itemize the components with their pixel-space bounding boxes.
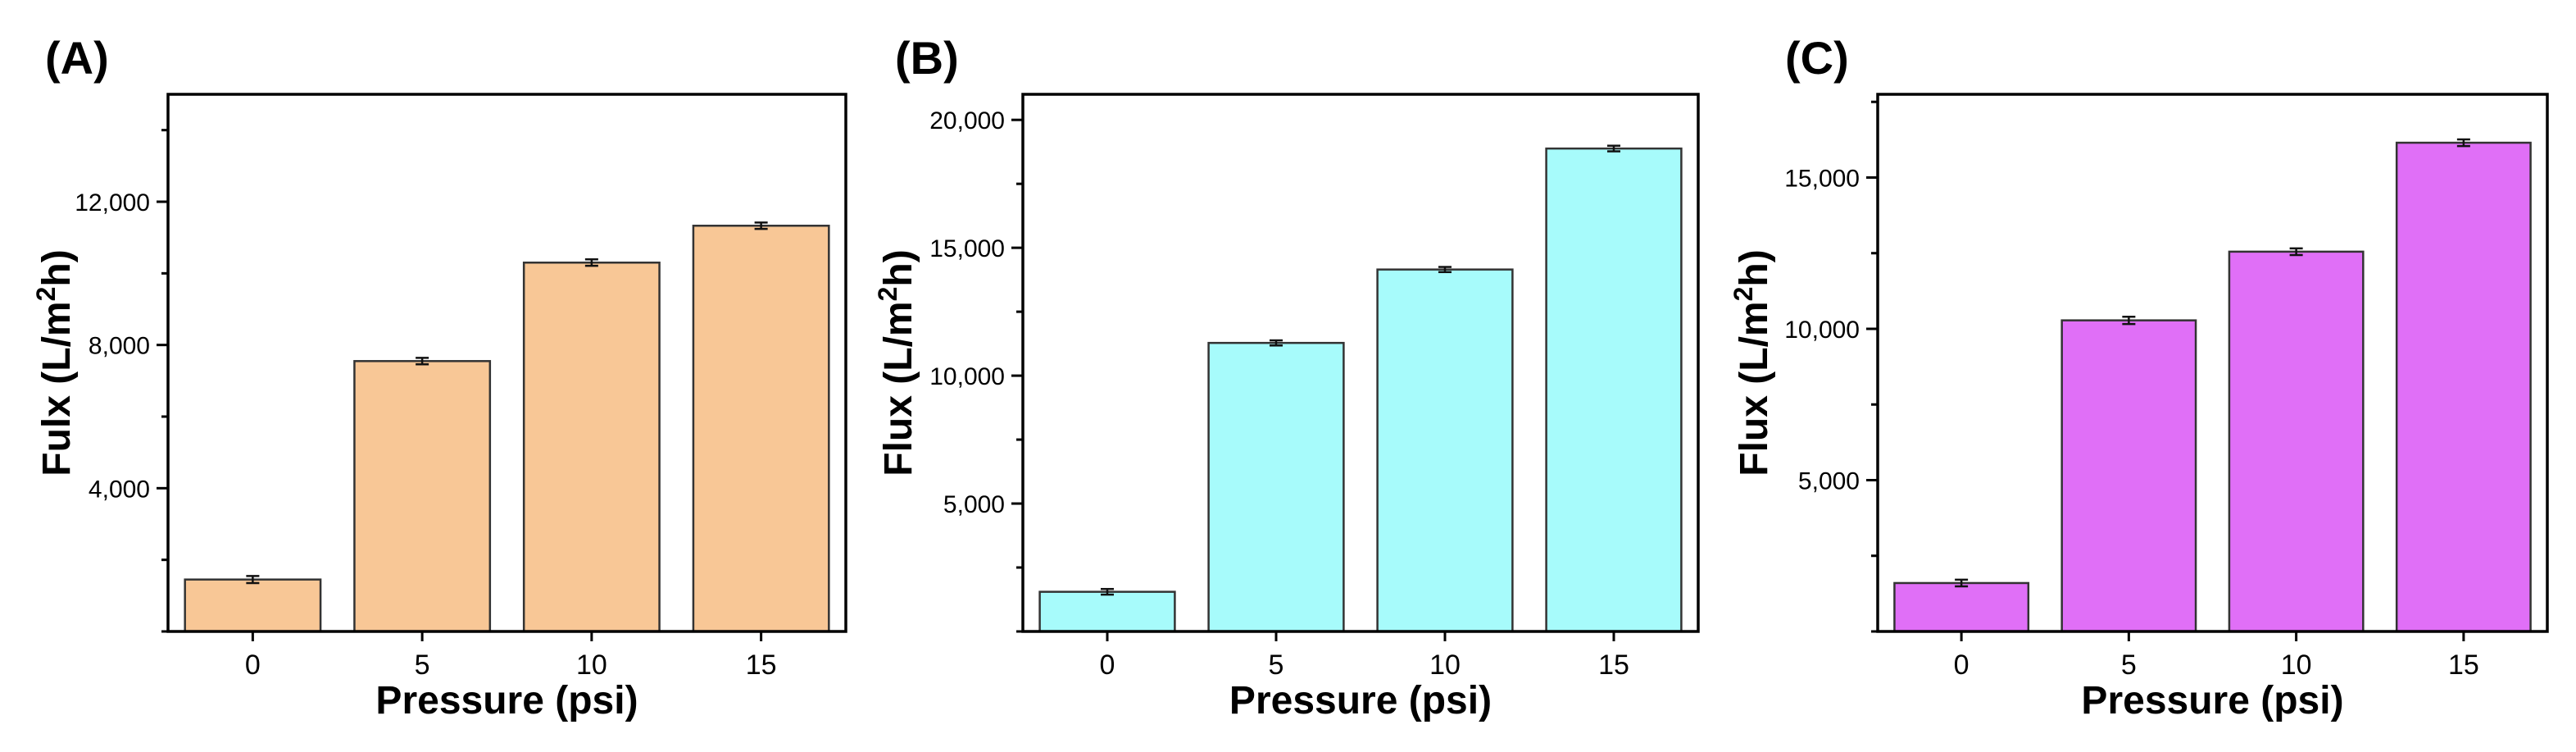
y-tick-label: 5,000 — [1798, 467, 1860, 494]
x-tick-label: 10 — [2281, 649, 2312, 681]
error-bar-5 — [1270, 339, 1283, 347]
y-axis-label: Fulx (L/m2h) — [31, 249, 79, 476]
chart-panel-a: (A) 0 5 10 15 4,000 8,000 12,000 Pressure (psi) F… — [31, 32, 847, 722]
y-tick-label: 8,000 — [89, 333, 150, 360]
error-bar-15 — [754, 221, 768, 230]
bar-0 — [1893, 581, 2030, 633]
bar-5 — [1207, 341, 1345, 633]
y-tick-label: 4,000 — [89, 476, 150, 503]
x-axis-label: Pressure (psi) — [2081, 679, 2343, 722]
x-axis-label: Pressure (psi) — [375, 679, 638, 722]
bar-15 — [2395, 141, 2532, 633]
error-bar-10 — [584, 258, 598, 267]
chart-panel-b: (B) 0 5 10 15 5,000 10,000 15,000 20,000 Pressure… — [873, 32, 1700, 722]
plot-frame — [166, 93, 847, 633]
x-tick-label: 15 — [2448, 649, 2479, 681]
plot-frame — [1021, 93, 1700, 633]
x-tick-label: 0 — [245, 649, 261, 681]
error-bar-15 — [1607, 144, 1620, 153]
chart-panel-c: (C) 0 5 10 15 5,000 10,000 15,000 Pressure (psi)… — [1729, 32, 2549, 722]
bar-10 — [1376, 268, 1514, 633]
error-bar-0 — [246, 575, 260, 585]
bar-5 — [2060, 319, 2197, 633]
y-tick-label: 15,000 — [1784, 165, 1860, 192]
y-tick-label: 10,000 — [1784, 317, 1860, 344]
panel-label: (A) — [45, 32, 109, 84]
y-tick-label: 10,000 — [929, 363, 1005, 390]
bar-10 — [522, 261, 661, 633]
x-tick-label: 0 — [1100, 649, 1115, 681]
x-tick-label: 0 — [1954, 649, 1969, 681]
error-bar-0 — [1955, 578, 1969, 588]
x-tick-label: 10 — [1429, 649, 1461, 681]
y-tick-label: 5,000 — [943, 491, 1005, 518]
panel-label: (B) — [895, 32, 959, 84]
y-tick-label: 12,000 — [75, 189, 150, 216]
error-bar-15 — [2456, 138, 2470, 148]
x-tick-label: 15 — [1598, 649, 1629, 681]
panel-label: (C) — [1785, 32, 1849, 84]
error-bar-10 — [1438, 266, 1452, 274]
bar-10 — [2228, 250, 2365, 633]
x-tick-label: 5 — [1269, 649, 1284, 681]
error-bar-5 — [416, 357, 429, 366]
y-tick-label: 20,000 — [929, 107, 1005, 134]
plot-frame — [1876, 93, 2549, 633]
x-tick-label: 5 — [415, 649, 430, 681]
x-axis-label: Pressure (psi) — [1229, 679, 1492, 722]
x-tick-label: 10 — [576, 649, 607, 681]
bar-0 — [1038, 590, 1176, 633]
error-bar-0 — [1101, 587, 1114, 596]
x-tick-label: 15 — [746, 649, 777, 681]
error-bar-10 — [2289, 247, 2303, 257]
x-tick-label: 5 — [2121, 649, 2137, 681]
y-axis-label: Flux (L/m2h) — [873, 249, 920, 476]
bar-15 — [1545, 147, 1683, 633]
bar-15 — [692, 225, 830, 633]
bar-5 — [353, 360, 492, 633]
error-bar-5 — [2122, 315, 2136, 326]
y-axis-label: Flux (L/m2h) — [1729, 249, 1776, 476]
bar-0 — [184, 578, 322, 633]
y-tick-label: 15,000 — [929, 235, 1005, 262]
